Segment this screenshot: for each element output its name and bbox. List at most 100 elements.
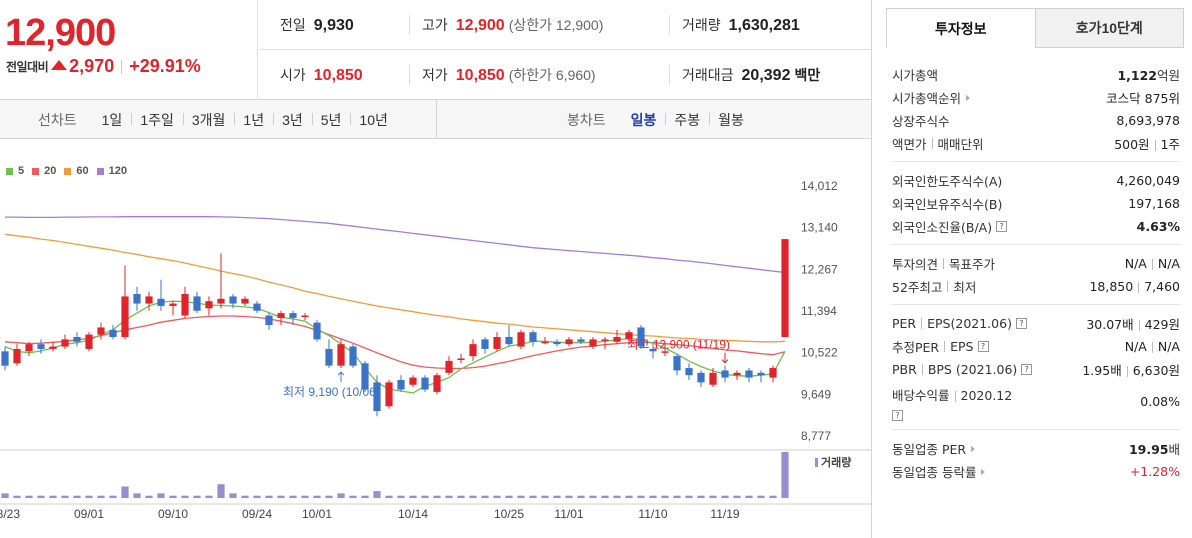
est-per-row: 추정PER EPS? N/A N/A [892, 335, 1180, 358]
open-price-cell: 시가 10,850 [280, 65, 363, 85]
trade-unit-label: 매매단위 [937, 137, 984, 152]
candle-body [145, 296, 153, 304]
candle-body [205, 301, 213, 309]
candle-body [97, 327, 105, 335]
candle-body [157, 298, 165, 306]
market-cap-rank-label: 시가총액순위 [892, 91, 962, 106]
low-annotation: 최저 9,190 (10/06) [283, 385, 380, 399]
tab-investment-info[interactable]: 투자정보 [886, 8, 1036, 48]
help-icon[interactable]: ? [977, 341, 989, 352]
target-price-label: 목표주가 [949, 257, 996, 272]
candle-body [385, 382, 393, 407]
volume-bar [457, 495, 465, 498]
candle-body [505, 337, 513, 345]
candle-body [589, 339, 597, 347]
low-price-label: 저가 [422, 67, 448, 83]
candle-body [229, 296, 237, 304]
candle-body [565, 339, 573, 345]
candle-body [301, 315, 309, 318]
candle-weekly[interactable]: 주봉 [665, 110, 709, 130]
chevron-right-icon[interactable] [981, 468, 986, 475]
lower-limit-value: (하한가 6,960) [508, 67, 596, 83]
candle-monthly[interactable]: 월봉 [709, 110, 753, 130]
y-tick-label: 9,649 [801, 387, 831, 401]
candle-body [133, 294, 141, 304]
quote-header: 12,900 전일대비 2,970 +29.91% 전일 9,930 고가 12… [0, 0, 871, 100]
range-10y[interactable]: 10년 [350, 110, 396, 130]
range-3y[interactable]: 3년 [273, 110, 312, 130]
investment-info-panel: 투자정보 호가10단계 시가총액 1,122억원 시가총액순위 코스닥 875위… [871, 0, 1192, 538]
volume-bar [589, 495, 597, 498]
volume-bar [241, 495, 249, 498]
help-icon[interactable]: ? [1021, 364, 1033, 375]
volume-bar [13, 495, 21, 498]
volume-bar [349, 495, 357, 498]
candle-body [1, 351, 9, 366]
low-arrow-icon [337, 371, 345, 383]
range-1y[interactable]: 1년 [234, 110, 273, 130]
trade-value-unit: 백만 [794, 67, 821, 83]
current-price: 12,900 [5, 12, 116, 54]
per-unit: 배 [1122, 317, 1134, 332]
prev-close-value: 9,930 [313, 16, 354, 34]
help-icon[interactable]: ? [996, 221, 1008, 232]
foreign-ratio-value: 4.63% [1136, 219, 1180, 234]
volume-bar [469, 495, 477, 498]
legend-ma120: 120 [96, 165, 127, 177]
volume-bar [433, 495, 441, 498]
volume-bar [145, 495, 153, 498]
range-3m[interactable]: 3개월 [182, 110, 235, 130]
target-price-value: N/A [1157, 256, 1180, 271]
price-chart[interactable]: 14,012 13,140 12,267 11,394 10,522 9,649 8,777… [0, 140, 871, 538]
dividend-year: 2020.12 [960, 388, 1013, 403]
dividend-label: 배당수익률 [892, 388, 950, 403]
candle-chart-title: 봉차트 [567, 111, 606, 128]
market-cap-row: 시가총액 1,122억원 [892, 63, 1180, 86]
help-icon[interactable]: ? [892, 410, 903, 421]
candle-body [325, 348, 333, 366]
volume-bar [517, 495, 525, 498]
candle-body [361, 363, 369, 390]
volume-bar [277, 495, 285, 498]
volume-value: 1,630,281 [728, 16, 800, 34]
prev-close-cell: 전일 9,930 [280, 15, 354, 35]
ma5-line [4, 300, 786, 394]
range-5y[interactable]: 5년 [311, 110, 351, 130]
quote-row-2: 시가 10,850 저가 10,850 (하한가 6,960) 거래대금 20,… [259, 50, 871, 100]
chevron-right-icon[interactable] [971, 445, 976, 452]
change-rate: +29.91% [129, 56, 201, 76]
candle-chart-group: 봉차트 일봉 주봉 월봉 [567, 100, 753, 139]
volume-bar [445, 495, 453, 498]
help-icon[interactable]: ? [1015, 318, 1027, 329]
upper-limit-value: (상한가 12,900) [508, 16, 604, 33]
volume-bar [121, 486, 129, 498]
high-price-cell: 고가 12,900 (상한가 12,900) [409, 14, 604, 35]
chart-legend: 5 20 60 120 [6, 165, 135, 177]
est-per-label: 추정PER [892, 340, 940, 355]
listed-shares-row: 상장주식수 8,693,978 [892, 109, 1180, 132]
candle-body [697, 372, 705, 383]
volume-bar [97, 495, 105, 498]
volume-bar [109, 495, 117, 498]
volume-bar [601, 495, 609, 498]
range-1w[interactable]: 1주일 [131, 110, 183, 130]
y-tick-label: 11,394 [801, 304, 837, 318]
candle-daily[interactable]: 일봉 [630, 111, 657, 128]
pbr-unit: 배 [1110, 363, 1122, 378]
foreign-limit-value: 4,260,049 [1116, 173, 1180, 188]
par-value-row: 액면가 매매단위 500원 1주 [892, 132, 1180, 155]
candle-body [397, 379, 405, 390]
industry-per-value: 19.95 [1128, 442, 1169, 457]
y-tick-label: 13,140 [801, 221, 838, 235]
foreign-section: 외국인한도주식수(A) 4,260,049 외국인보유주식수(B) 197,16… [892, 162, 1180, 245]
candle-body [673, 356, 681, 371]
pbr-value: 1.95 [1082, 363, 1111, 378]
foreign-holding-value: 197,168 [1128, 196, 1180, 211]
tab-orderbook-10[interactable]: 호가10단계 [1035, 8, 1184, 48]
x-tick-label: 10/14 [398, 507, 428, 521]
volume-bar [757, 495, 765, 498]
current-price-box: 12,900 전일대비 2,970 +29.91% [0, 0, 258, 100]
chevron-right-icon[interactable] [966, 94, 971, 101]
volume-bar [265, 495, 273, 498]
range-1d[interactable]: 1일 [101, 111, 123, 128]
